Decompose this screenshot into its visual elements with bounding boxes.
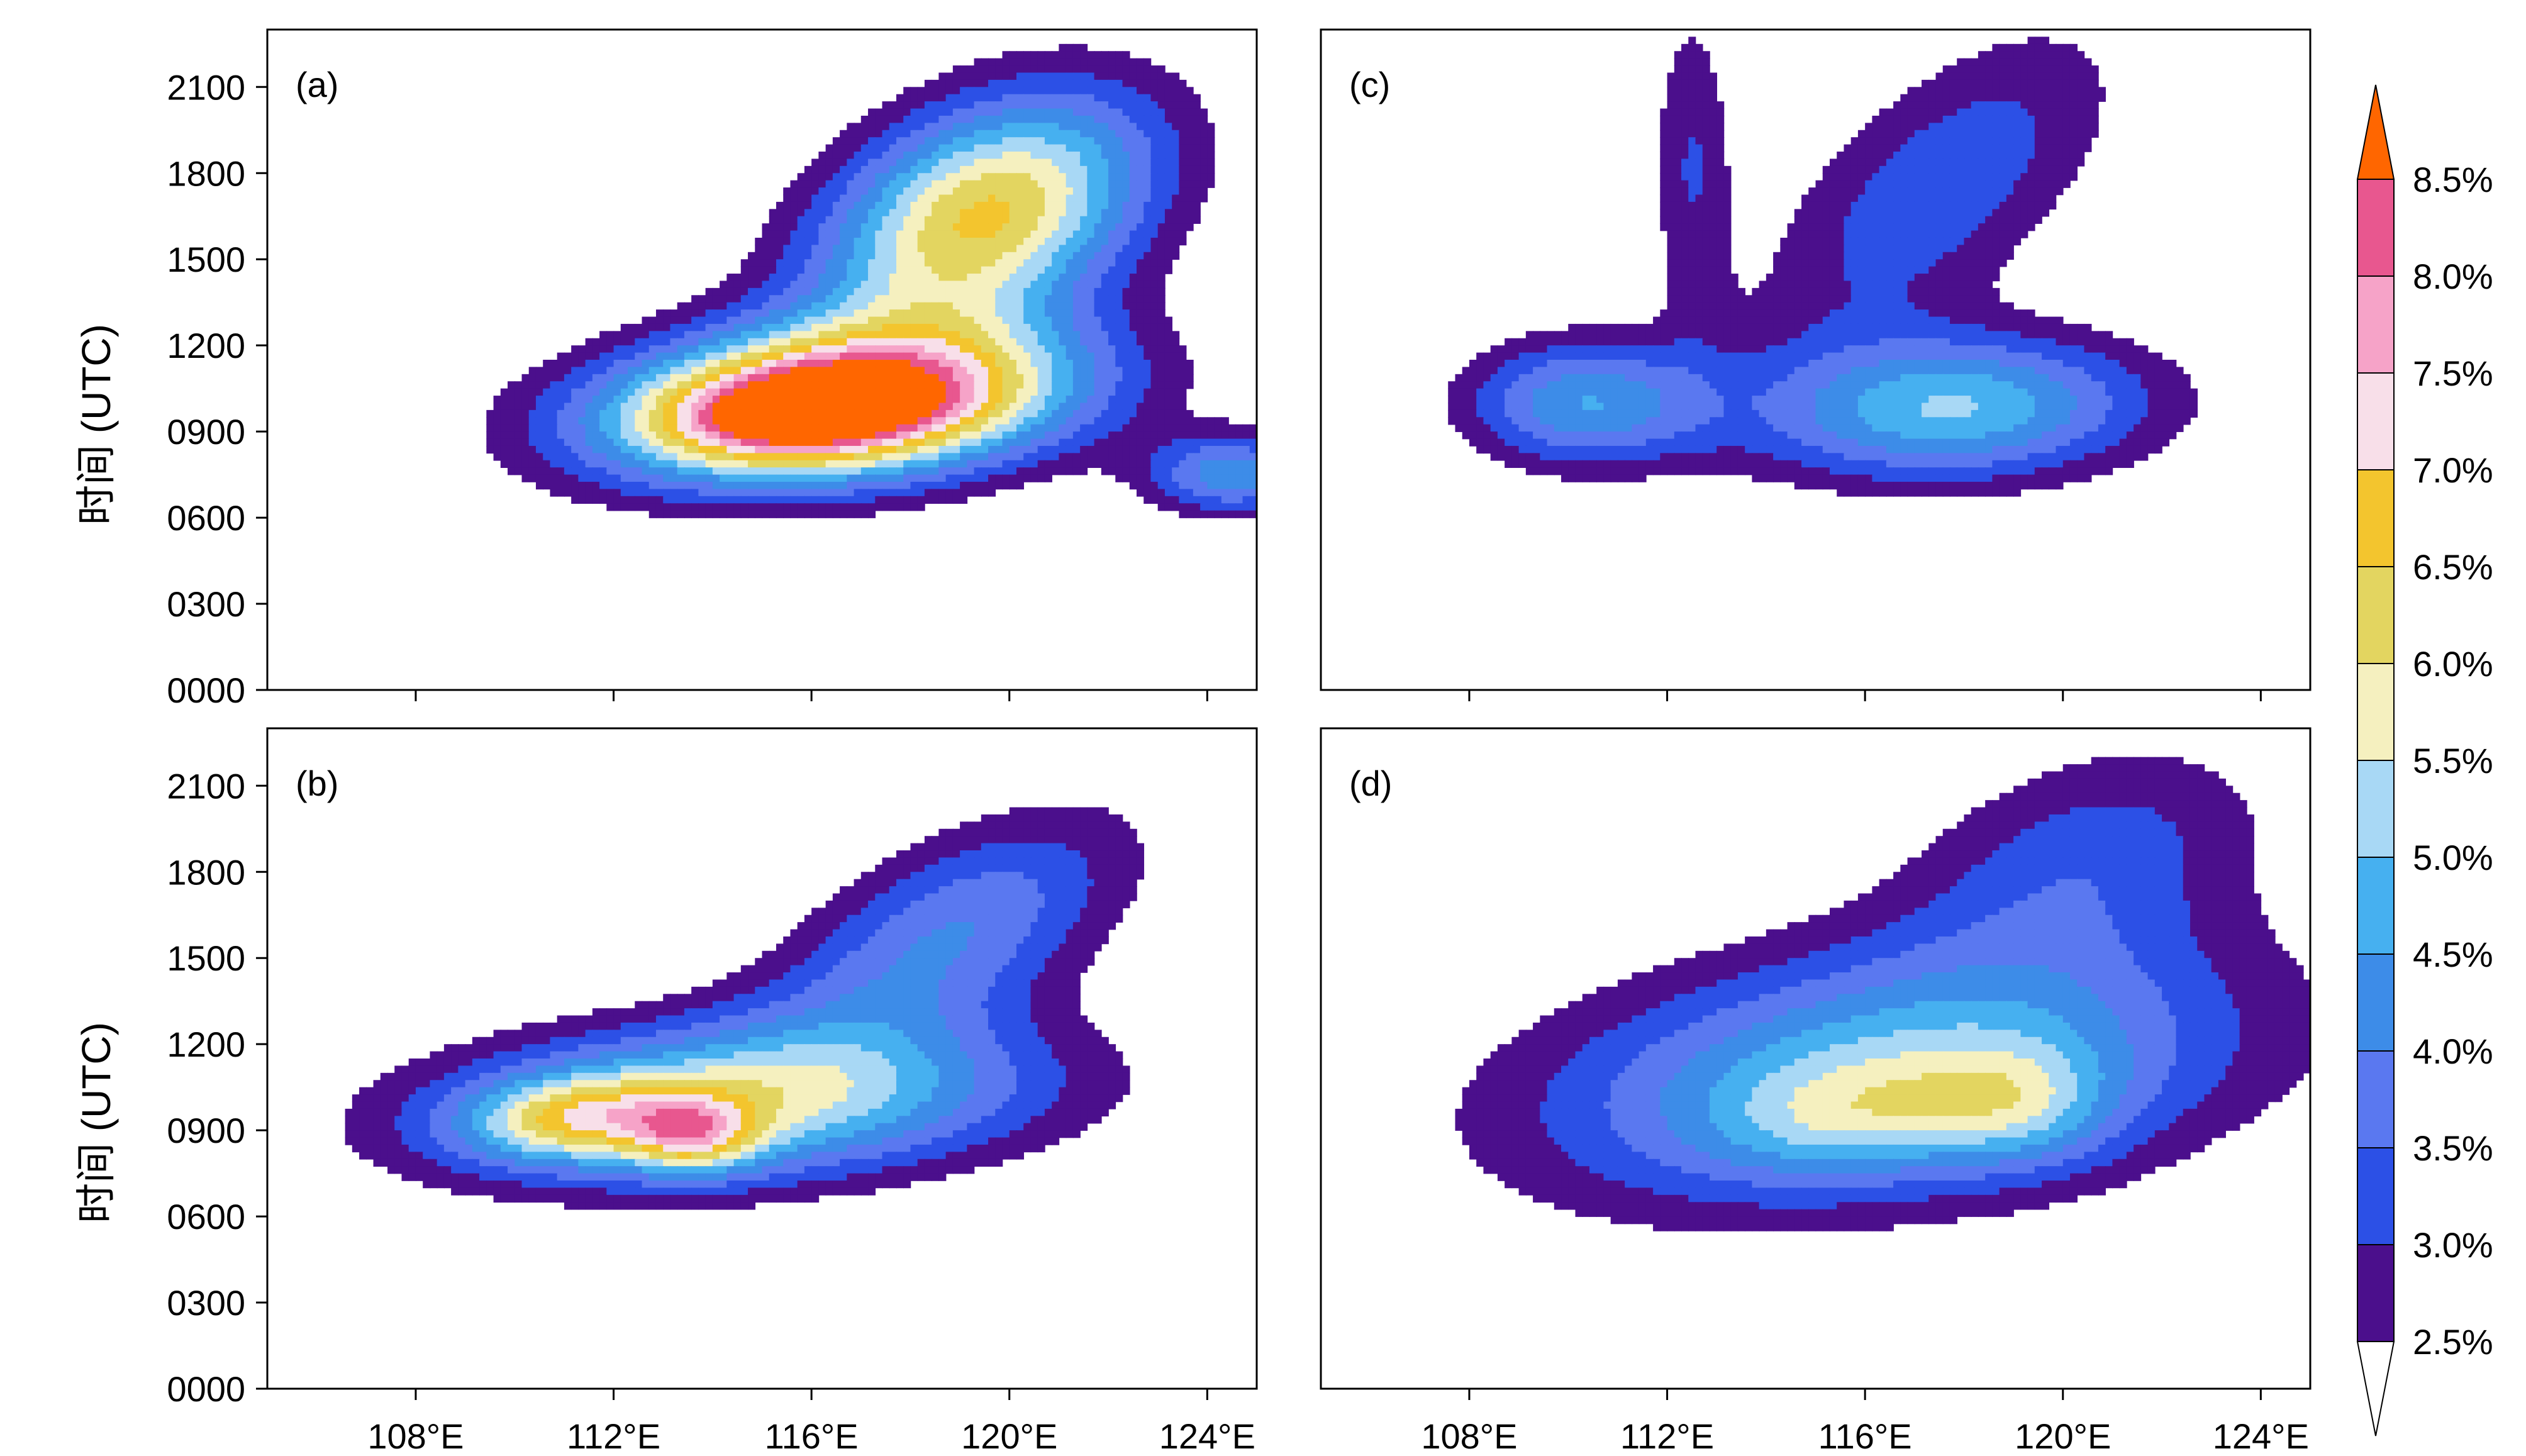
y-tick-label: 0300 <box>167 1283 245 1323</box>
colorbar-tick-label: 2.5% <box>2413 1322 2493 1362</box>
y-tick-label: 1200 <box>167 326 245 365</box>
colorbar-segment <box>2357 1050 2395 1148</box>
colorbar-tick-label: 4.0% <box>2413 1031 2493 1071</box>
colorbar-tick-label: 5.5% <box>2413 741 2493 781</box>
colorbar: 2.5% 3.0% 3.5% 4.0% 4.5% 5.0% 5.5% 6.0% 6.5% 7.0%… <box>2356 84 2493 1437</box>
colorbar-segment <box>2357 1244 2395 1342</box>
y-tick-label: 1200 <box>167 1025 245 1064</box>
panel-c: (c) <box>1320 28 2312 701</box>
y-axis-label-top: 时间 (UTC) <box>74 324 119 525</box>
y-tick-label: 1500 <box>167 938 245 978</box>
panel-frame <box>266 28 1258 691</box>
panel-label: (c) <box>1349 65 1390 104</box>
colorbar-segment <box>2357 469 2395 567</box>
colorbar-extend-min <box>2356 1341 2395 1437</box>
panel-label-box <box>283 750 371 820</box>
colorbar-segment <box>2357 857 2395 955</box>
x-tick-label: 124°E <box>2213 1416 2309 1456</box>
colorbar-segment <box>2357 372 2395 470</box>
panel-frame <box>266 727 1258 1390</box>
colorbar-tick-label: 3.5% <box>2413 1128 2493 1168</box>
colorbar-tick-label: 6.5% <box>2413 547 2493 587</box>
panel-label-box <box>283 52 371 121</box>
colorbar-tick-label: 7.0% <box>2413 450 2493 490</box>
x-tick-label: 112°E <box>567 1416 660 1456</box>
x-tick-label: 112°E <box>1620 1416 1714 1456</box>
x-tick-label: 108°E <box>1421 1416 1517 1456</box>
x-tick-label: 116°E <box>765 1416 859 1456</box>
colorbar-tick-label: 8.0% <box>2413 257 2493 296</box>
y-tick-label: 0000 <box>167 670 245 710</box>
colorbar-segment <box>2357 953 2395 1052</box>
y-tick-label: 0600 <box>167 1197 245 1236</box>
contour-field <box>486 43 1257 518</box>
y-tick-label: 1800 <box>167 852 245 892</box>
colorbar-tick-label: 3.0% <box>2413 1225 2493 1265</box>
y-tick-label: 0300 <box>167 584 245 624</box>
panel-label-box <box>1337 750 1425 820</box>
panel-d: (d) 108°E 112°E 116°E 120°E 124°E <box>1320 727 2312 1456</box>
panel-frame <box>1320 727 2312 1390</box>
y-tick-label: 0900 <box>167 1111 245 1150</box>
colorbar-segment <box>2357 663 2395 761</box>
y-tick-label: 1500 <box>167 240 245 279</box>
colorbar-tick-label: 6.0% <box>2413 644 2493 684</box>
x-tick-label: 108°E <box>367 1416 464 1456</box>
y-tick-label: 0600 <box>167 498 245 538</box>
panel-label-box <box>1337 52 1425 121</box>
colorbar-segment <box>2357 566 2395 664</box>
x-tick-label: 124°E <box>1159 1416 1255 1456</box>
colorbar-segment <box>2357 760 2395 858</box>
colorbar-tick-label: 7.5% <box>2413 353 2493 393</box>
panel-label: (d) <box>1349 764 1392 803</box>
colorbar-tick-label: 4.5% <box>2413 935 2493 974</box>
panel-a: (a) 0000 0300 0600 0900 1200 1500 1800 2100 <box>167 28 1258 710</box>
colorbar-segment <box>2357 179 2395 277</box>
y-tick-label: 1800 <box>167 153 245 193</box>
y-tick-label: 2100 <box>167 67 245 107</box>
y-axis-label-bottom: 时间 (UTC) <box>74 1022 119 1223</box>
y-tick-label: 0000 <box>167 1369 245 1409</box>
panel-label: (b) <box>296 764 338 803</box>
panel-b: (b) 0000 0300 0600 0900 1200 1500 1800 2100 108°E… <box>167 727 1258 1456</box>
contour-field <box>345 807 1145 1210</box>
y-tick-label: 2100 <box>167 766 245 806</box>
contour-field <box>1448 36 2198 497</box>
colorbar-extend-max <box>2356 84 2395 180</box>
panel-frame <box>1320 28 2312 691</box>
panels: (a) 0000 0300 0600 0900 1200 1500 1800 2100 (b) 00… <box>167 28 2312 1456</box>
colorbar-segment <box>2357 1147 2395 1245</box>
colorbar-tick-label: 5.0% <box>2413 838 2493 877</box>
contour-field <box>1455 757 2310 1231</box>
colorbar-tick-label: 8.5% <box>2413 160 2493 199</box>
x-tick-label: 120°E <box>2015 1416 2111 1456</box>
x-tick-label: 120°E <box>961 1416 1057 1456</box>
y-tick-label: 0900 <box>167 412 245 452</box>
x-tick-label: 116°E <box>1818 1416 1912 1456</box>
panel-label: (a) <box>296 65 338 104</box>
colorbar-segment <box>2357 275 2395 374</box>
